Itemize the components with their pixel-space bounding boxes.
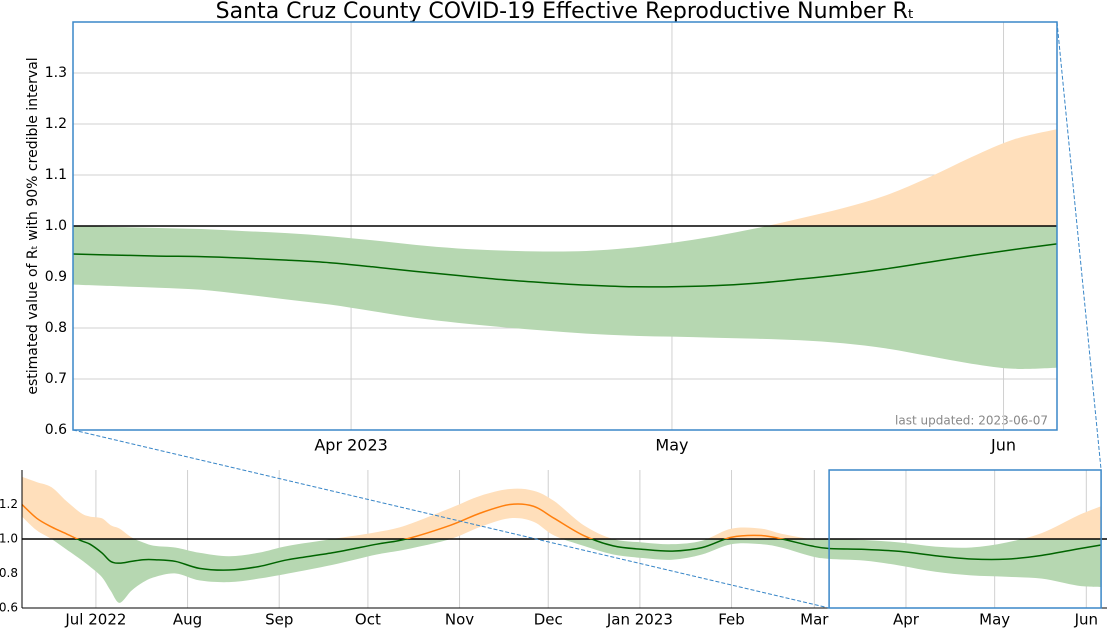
x-tick-label: Feb bbox=[718, 611, 745, 629]
annotation: last updated: 2023-06-07 bbox=[895, 414, 1048, 428]
x-tick-label: Jun bbox=[1074, 611, 1098, 629]
x-tick-label: May bbox=[655, 436, 688, 455]
x-tick-label: Oct bbox=[355, 611, 381, 629]
y-tick-label: 0.7 bbox=[45, 371, 67, 387]
credible-band bbox=[73, 226, 1057, 369]
x-tick-label: Aug bbox=[173, 611, 202, 629]
x-tick-label: Jul 2022 bbox=[64, 611, 126, 629]
zoom-connector bbox=[72, 429, 830, 609]
y-tick-label: 0.8 bbox=[0, 566, 18, 580]
rt-line bbox=[22, 503, 786, 539]
x-tick-label: Dec bbox=[534, 611, 563, 629]
x-tick-label: Mar bbox=[800, 611, 829, 629]
credible-band bbox=[51, 539, 1102, 603]
x-tick-label: May bbox=[979, 611, 1010, 629]
y-tick-label: 0.6 bbox=[0, 601, 18, 615]
zoom-box bbox=[828, 469, 1102, 609]
x-tick-label: Jan 2023 bbox=[606, 611, 673, 629]
y-tick-label: 0.6 bbox=[45, 422, 67, 438]
axes-frame bbox=[72, 21, 1058, 431]
rt-line bbox=[73, 243, 1057, 288]
x-tick-label: Nov bbox=[445, 611, 474, 629]
credible-band bbox=[22, 476, 1102, 539]
x-tick-label: Jun bbox=[990, 436, 1016, 455]
y-tick-label: 1.2 bbox=[45, 116, 67, 132]
y-tick-label: 1.2 bbox=[0, 497, 18, 511]
chart-title: Santa Cruz County COVID-19 Effective Rep… bbox=[216, 0, 915, 24]
y-tick-label: 1.3 bbox=[45, 65, 67, 81]
zoom-connector bbox=[1056, 21, 1102, 471]
y-tick-label: 0.9 bbox=[45, 269, 67, 285]
y-tick-label: 1.0 bbox=[0, 532, 18, 546]
x-tick-label: Sep bbox=[265, 611, 293, 629]
y-tick-label: 1.0 bbox=[45, 218, 67, 234]
credible-band bbox=[73, 129, 1057, 226]
x-tick-label: Apr 2023 bbox=[314, 436, 387, 455]
y-tick-label: 0.8 bbox=[45, 320, 67, 336]
y-axis-label: estimated value of Rₜ with 90% credible … bbox=[25, 57, 41, 394]
x-tick-label: Apr bbox=[893, 611, 920, 629]
y-tick-label: 1.1 bbox=[45, 167, 67, 183]
rt-line bbox=[75, 539, 1102, 571]
